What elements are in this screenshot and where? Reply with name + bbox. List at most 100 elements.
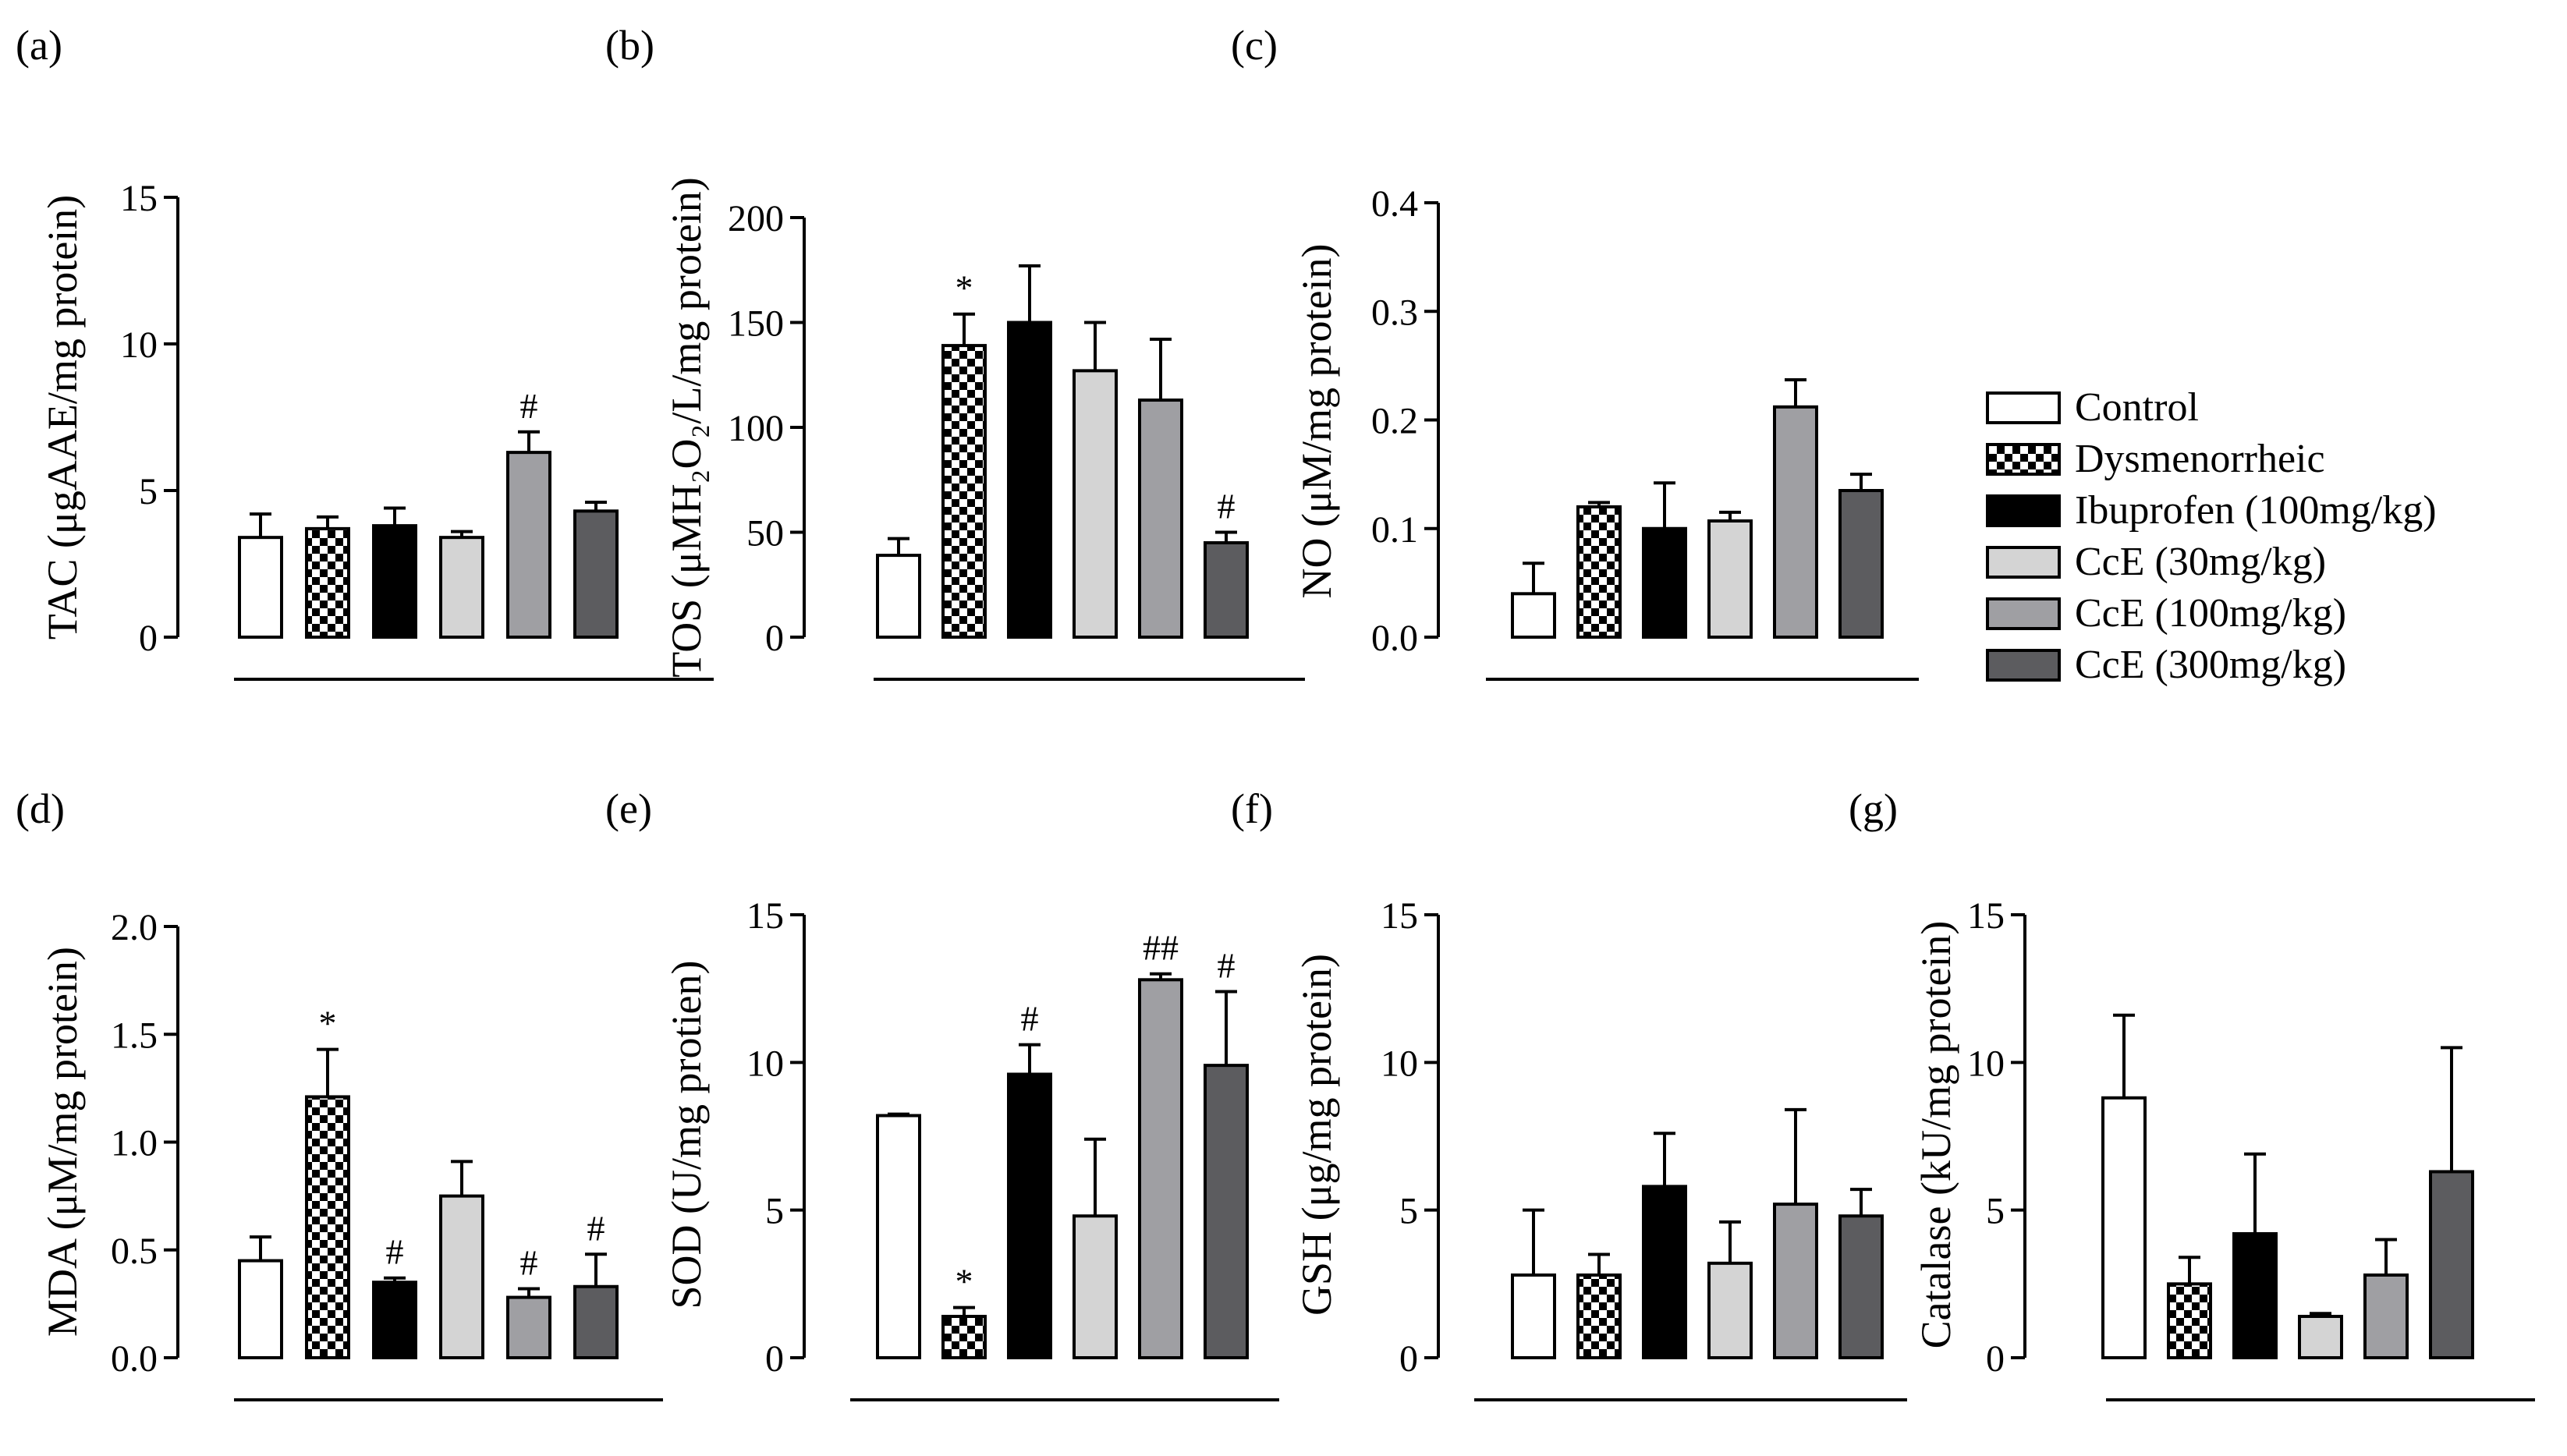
- legend-label-cce-300: CcE (300mg/kg): [2075, 643, 2347, 687]
- legend-label-cce-30: CcE (30mg/kg): [2075, 540, 2327, 584]
- significance-mark-d: #: [386, 1232, 404, 1272]
- bar-f-ibuprofen: [1642, 1185, 1687, 1359]
- y-axis-label-e: SOD (U/mg protien): [663, 961, 710, 1309]
- y-tick-label-b: 0: [765, 618, 784, 659]
- legend: Control Dysmenorrheic Ibuprofen (100mg/k…: [1986, 382, 2437, 691]
- legend-label-ibuprofen: Ibuprofen (100mg/kg): [2075, 488, 2437, 533]
- panel-d: (d) MDA (μM/mg protein) 0.0 0.5 1.0 1.5 2.0 * # #…: [16, 785, 663, 1401]
- y-tick-label-g: 10: [1967, 1043, 2005, 1084]
- y-tick-label-c: 0.1: [1371, 509, 1418, 551]
- y-tick-label-c: 0.2: [1371, 401, 1418, 442]
- bar-b-dysmenorrheic: [941, 344, 987, 639]
- panel-label-a: (a): [16, 22, 62, 69]
- bar-g-ibuprofen: [2232, 1231, 2278, 1359]
- bar-a-cce-100: [506, 451, 551, 639]
- significance-mark-b: #: [1218, 487, 1236, 526]
- y-tick-label-c: 0.3: [1371, 292, 1418, 333]
- y-tick-label-c: 0.4: [1371, 183, 1418, 225]
- bar-g-dysmenorrheic: [2167, 1282, 2212, 1360]
- legend-swatch-cce-300: [1986, 649, 2061, 682]
- bar-c-dysmenorrheic: [1576, 505, 1622, 639]
- y-tick-label-e: 5: [765, 1191, 784, 1232]
- y-axis-label-c: NO (μM/mg protein): [1293, 244, 1340, 599]
- y-tick-label-g: 5: [1986, 1191, 2005, 1232]
- bar-a-cce-30: [439, 536, 484, 639]
- significance-mark-b: *: [956, 268, 973, 308]
- bar-e-cce-100: [1138, 978, 1183, 1359]
- significance-mark-e: ##: [1143, 928, 1179, 968]
- bar-c-ibuprofen: [1642, 526, 1687, 639]
- y-tick-label-a: 5: [139, 471, 158, 512]
- bar-b-ibuprofen: [1007, 321, 1052, 639]
- y-tick-label-a: 15: [120, 178, 158, 219]
- panel-f: (f) GSH (μg/mg protein) 0 5 10 15: [1231, 785, 1907, 1401]
- panel-label-g: (g): [1849, 785, 1898, 832]
- y-tick-label-a: 0: [139, 618, 158, 659]
- y-tick-label-f: 5: [1399, 1191, 1418, 1232]
- bar-a-control: [238, 536, 283, 639]
- y-tick-label-c: 0.0: [1371, 618, 1418, 659]
- legend-item-cce-300: CcE (300mg/kg): [1986, 639, 2437, 691]
- significance-mark-a: #: [520, 386, 538, 426]
- significance-mark-e: #: [1218, 945, 1236, 985]
- y-tick-label-d: 0.5: [111, 1231, 158, 1272]
- legend-label-cce-100: CcE (100mg/kg): [2075, 591, 2347, 636]
- panel-label-e: (e): [605, 785, 652, 832]
- bar-c-cce-30: [1707, 519, 1753, 639]
- y-tick-label-f: 0: [1399, 1338, 1418, 1380]
- y-axis-label-f: GSH (μg/mg protein): [1293, 954, 1340, 1316]
- significance-mark-e: #: [1021, 999, 1039, 1039]
- y-axis-label-d: MDA (μM/mg protein): [39, 947, 86, 1337]
- bar-d-cce-100: [506, 1295, 551, 1359]
- y-tick-label-f: 10: [1381, 1043, 1418, 1084]
- bar-d-dysmenorrheic: [305, 1095, 350, 1360]
- bar-a-cce-300: [573, 509, 619, 639]
- panel-label-f: (f): [1231, 785, 1273, 832]
- panel-label-b: (b): [605, 22, 654, 69]
- y-axis-label-g: Catalase (kU/mg protein): [1913, 921, 1959, 1349]
- panel-g: (g) Catalase (kU/mg protein) 0 5 10 15: [1849, 785, 2535, 1401]
- y-tick-label-a: 10: [120, 324, 158, 366]
- legend-swatch-cce-30: [1986, 546, 2061, 579]
- significance-mark-e: *: [956, 1262, 973, 1302]
- y-tick-label-f: 15: [1381, 895, 1418, 937]
- bar-c-control: [1511, 592, 1556, 639]
- bar-a-ibuprofen: [372, 524, 417, 639]
- bar-f-dysmenorrheic: [1576, 1273, 1622, 1360]
- bar-b-cce-300: [1204, 540, 1249, 639]
- legend-item-control: Control: [1986, 382, 2437, 434]
- bar-g-control: [2101, 1096, 2147, 1359]
- bar-g-cce-30: [2298, 1314, 2343, 1360]
- y-tick-label-d: 2.0: [111, 907, 158, 948]
- legend-label-dysmenorrheic: Dysmenorrheic: [2075, 437, 2325, 481]
- bar-f-cce-300: [1838, 1214, 1884, 1359]
- y-axis-label-a: TAC (μgAAE/mg protein): [39, 195, 86, 640]
- significance-mark-d: *: [319, 1004, 337, 1043]
- y-tick-label-b: 100: [728, 408, 784, 449]
- y-tick-label-d: 1.5: [111, 1015, 158, 1056]
- legend-swatch-cce-100: [1986, 597, 2061, 630]
- panel-c: (c) NO (μM/mg protein) 0.0 0.1 0.2 0.3 0.4: [1231, 22, 1919, 681]
- y-tick-label-b: 50: [746, 513, 784, 554]
- bar-e-cce-300: [1204, 1064, 1249, 1359]
- bar-f-cce-100: [1773, 1203, 1818, 1360]
- panel-b: (b) TOS (μMH₂O₂/L/mg protein) 0 50 100 150 200…: [605, 22, 1305, 681]
- y-tick-label-b: 200: [728, 198, 784, 239]
- y-tick-label-e: 15: [746, 895, 784, 937]
- bar-d-cce-300: [573, 1284, 619, 1360]
- significance-mark-d: #: [520, 1243, 538, 1283]
- y-tick-label-g: 0: [1986, 1338, 2005, 1380]
- bar-d-ibuprofen: [372, 1281, 417, 1359]
- legend-item-dysmenorrheic: Dysmenorrheic: [1986, 434, 2437, 485]
- panel-label-c: (c): [1231, 22, 1278, 69]
- legend-item-ibuprofen: Ibuprofen (100mg/kg): [1986, 485, 2437, 537]
- panel-a: (a) TAC (μgAAE/mg protein) 0 5 10 15 #: [16, 22, 714, 681]
- legend-item-cce-100: CcE (100mg/kg): [1986, 588, 2437, 639]
- bar-d-control: [238, 1259, 283, 1359]
- bar-e-control: [876, 1114, 921, 1359]
- y-axis-label-b: TOS (μMH₂O₂/L/mg protein): [663, 177, 710, 678]
- bar-d-cce-30: [439, 1194, 484, 1359]
- bar-b-cce-100: [1138, 399, 1183, 639]
